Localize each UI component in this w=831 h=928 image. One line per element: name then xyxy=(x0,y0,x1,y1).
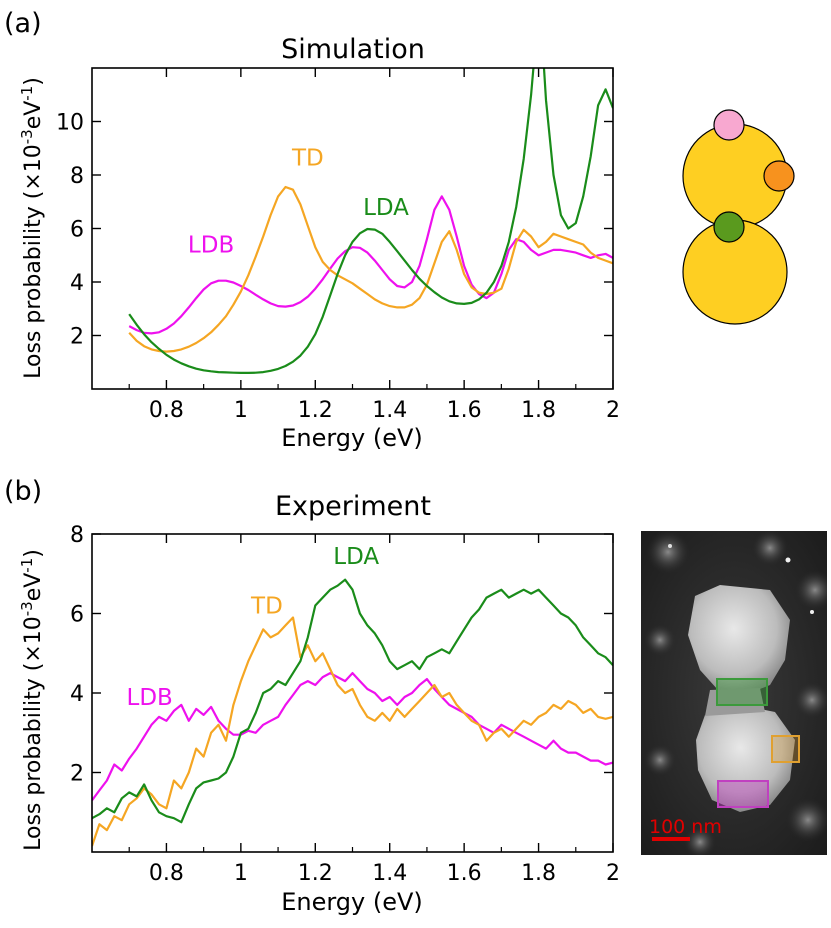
series-label-td: TD xyxy=(250,594,283,620)
lda-probe-marker xyxy=(713,211,745,243)
ldb-probe-marker xyxy=(713,109,745,141)
scale-bar xyxy=(652,837,690,841)
panel-label-b: (b) xyxy=(4,476,42,507)
top-particle xyxy=(688,585,790,695)
lda-region-box xyxy=(716,678,768,706)
x-tick-label: 1.2 xyxy=(298,861,333,886)
x-axis-label: Energy (eV) xyxy=(281,888,423,916)
x-tick-label: 1.6 xyxy=(447,861,482,886)
x-tick-label: 1.6 xyxy=(447,398,482,423)
series-label-ldb: LDB xyxy=(188,233,234,259)
y-tick-label: 2 xyxy=(70,325,84,350)
series-line-td xyxy=(92,616,613,847)
x-tick-label: 1.8 xyxy=(521,398,556,423)
electron-micrograph: 100 nm xyxy=(641,531,827,855)
panel-label-a: (a) xyxy=(4,8,42,39)
x-tick-label: 2 xyxy=(606,861,620,886)
y-tick-label: 8 xyxy=(70,164,84,189)
series-label-lda: LDA xyxy=(363,195,409,221)
y-tick-label: 4 xyxy=(70,271,84,296)
td-region-box xyxy=(771,735,800,763)
y-tick-label: 6 xyxy=(70,603,84,628)
x-tick-label: 1.4 xyxy=(372,398,407,423)
scale-bar-label: 100 nm xyxy=(649,816,722,838)
series-label-lda: LDA xyxy=(333,544,379,570)
x-tick-label: 1 xyxy=(234,861,248,886)
ldb-region-box xyxy=(717,780,769,808)
experiment-chart: Experiment 0.8 1 1.2 1.4 1.6 1.8 2 2 4 6 8 Energy … xyxy=(18,491,620,916)
chart-title: Simulation xyxy=(281,34,425,65)
td-probe-marker xyxy=(763,160,795,192)
x-tick-label: 2 xyxy=(606,398,620,423)
plot-frame xyxy=(91,67,614,390)
y-tick-label: 4 xyxy=(70,682,84,707)
simulation-chart: Simulation 0.8 1 1.2 1.4 1.6 1.8 2 2 4 6 8 10 Energ… xyxy=(18,34,620,452)
series-label-td: TD xyxy=(291,146,324,172)
x-tick-label: 1.2 xyxy=(298,398,333,423)
y-tick-label: 2 xyxy=(70,762,84,787)
x-tick-label: 0.8 xyxy=(149,861,184,886)
series-label-ldb: LDB xyxy=(127,685,173,711)
series-line-td xyxy=(128,185,613,353)
x-axis-label: Energy (eV) xyxy=(281,424,423,452)
bottom-particle xyxy=(696,705,795,812)
x-tick-label: 0.8 xyxy=(149,398,184,423)
x-tick-label: 1 xyxy=(234,398,248,423)
y-axis-label: Loss probability (×10-3eV-1) xyxy=(18,77,46,379)
y-tick-label: 8 xyxy=(70,523,84,548)
x-tick-label: 1.8 xyxy=(521,861,556,886)
y-axis-label: Loss probability (×10-3eV-1) xyxy=(18,549,46,851)
y-tick-label: 10 xyxy=(56,111,84,136)
series-line-lda xyxy=(128,68,613,374)
chart-title: Experiment xyxy=(275,491,431,522)
series-line-ldb xyxy=(92,671,613,801)
series-line-lda xyxy=(92,578,613,824)
series-line-ldb xyxy=(128,195,613,335)
x-tick-label: 1.4 xyxy=(372,861,407,886)
y-tick-label: 6 xyxy=(70,218,84,243)
dimer-schematic xyxy=(682,109,795,325)
